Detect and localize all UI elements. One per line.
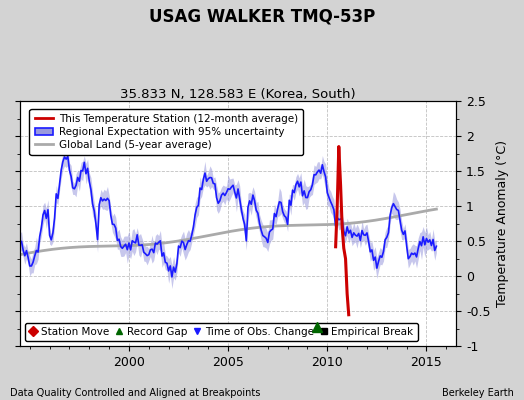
Text: Data Quality Controlled and Aligned at Breakpoints: Data Quality Controlled and Aligned at B… (10, 388, 261, 398)
Y-axis label: Temperature Anomaly (°C): Temperature Anomaly (°C) (496, 140, 509, 307)
Text: USAG WALKER TMQ-53P: USAG WALKER TMQ-53P (149, 8, 375, 26)
Legend: Station Move, Record Gap, Time of Obs. Change, Empirical Break: Station Move, Record Gap, Time of Obs. C… (25, 323, 418, 341)
Text: Berkeley Earth: Berkeley Earth (442, 388, 514, 398)
Title: 35.833 N, 128.583 E (Korea, South): 35.833 N, 128.583 E (Korea, South) (120, 88, 356, 101)
